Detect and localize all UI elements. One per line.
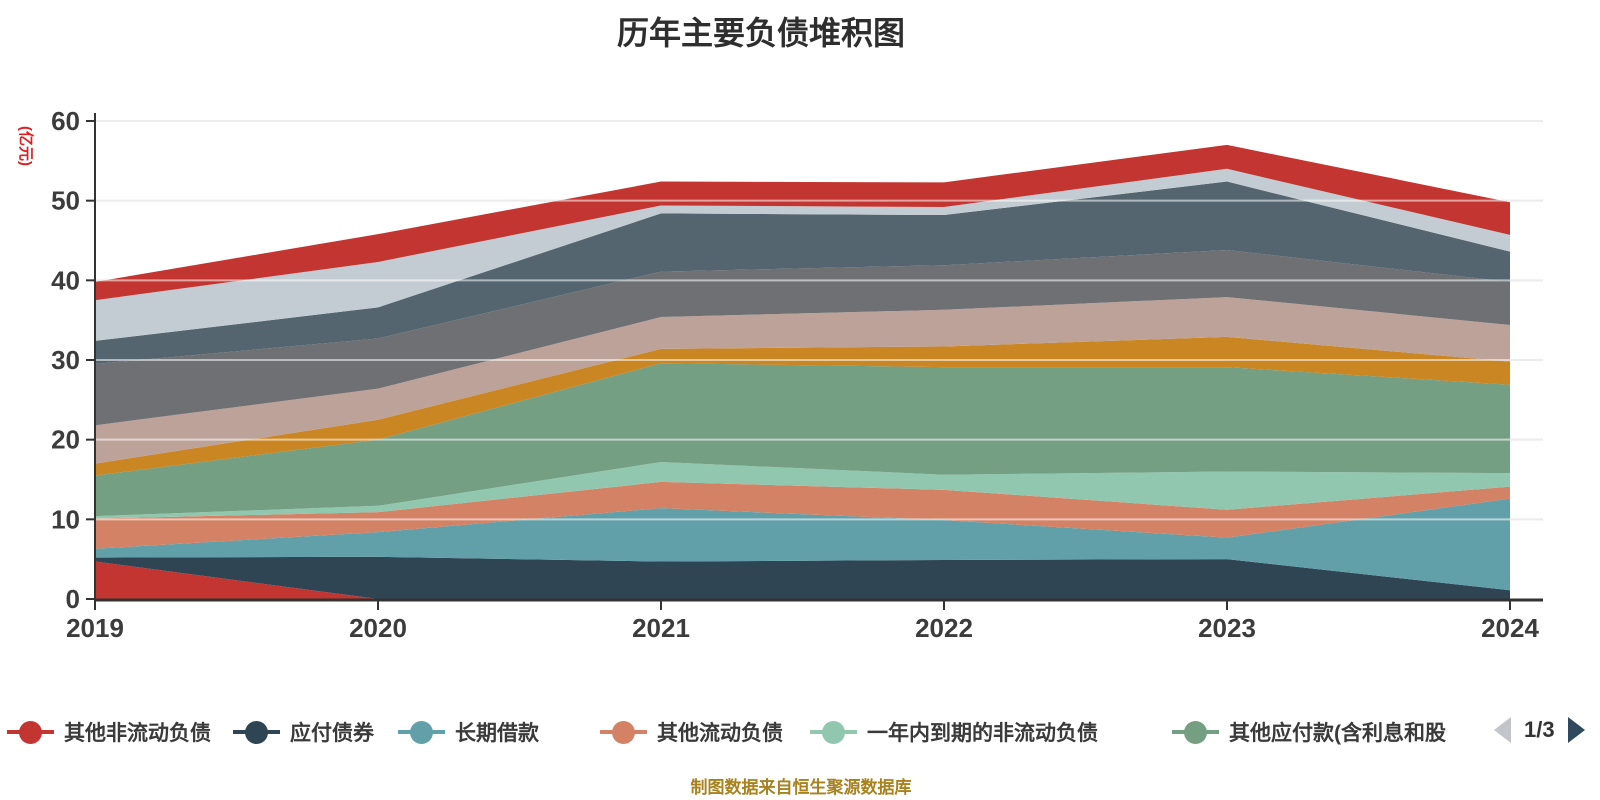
area-series-9[interactable] <box>95 181 1510 364</box>
legend-item-其他流动负债[interactable]: 其他流动负债 <box>600 717 783 747</box>
area-series-8[interactable] <box>95 250 1510 426</box>
x-tick-label-2021: 2021 <box>632 613 690 643</box>
legend-pager: 1/3 <box>1494 717 1585 743</box>
legend-prev-arrow[interactable] <box>1494 717 1511 743</box>
area-series-3-其他流动负债[interactable] <box>95 481 1510 549</box>
x-tick-label-2020: 2020 <box>349 613 407 643</box>
chart-title: 历年主要负债堆积图 <box>616 15 906 51</box>
legend-item-label: 其他流动负债 <box>657 722 783 745</box>
area-series-0-其他非流动负债[interactable] <box>95 561 1510 599</box>
legend-item-label: 一年内到期的非流动负债 <box>867 722 1098 745</box>
area-series-10[interactable] <box>95 168 1510 341</box>
y-tick-label-60: 60 <box>51 106 80 136</box>
legend-line-dot-icon <box>600 720 647 744</box>
area-series-7[interactable] <box>95 297 1510 464</box>
area-series-6[interactable] <box>95 336 1510 476</box>
x-tick-label-2022: 2022 <box>915 613 973 643</box>
legend-item-label: 应付债券 <box>290 722 374 745</box>
legend-item-一年内到期的非流动负债[interactable]: 一年内到期的非流动负债 <box>810 717 1098 747</box>
legend-line-dot-icon <box>1172 720 1219 744</box>
legend: 1/3 其他非流动负债 应付债券 长期借款 其他流动负债 一年内到期的非流动负债 其他应付… <box>0 717 1600 747</box>
legend-line-dot-icon <box>810 720 857 744</box>
legend-item-应付债券[interactable]: 应付债券 <box>233 717 374 747</box>
legend-item-label: 长期借款 <box>455 722 539 745</box>
x-tick-label-2023: 2023 <box>1198 613 1256 643</box>
area-series-1-应付债券[interactable] <box>95 556 1510 599</box>
y-tick-label-0: 0 <box>66 584 80 614</box>
legend-line-dot-icon <box>398 720 445 744</box>
y-tick-label-10: 10 <box>51 504 80 534</box>
legend-line-dot-icon <box>7 720 54 744</box>
legend-line-dot-icon <box>233 720 280 744</box>
footer-note: 制图数据来自恒生聚源数据库 <box>690 778 912 797</box>
x-tick-label-2019: 2019 <box>66 613 124 643</box>
legend-next-arrow[interactable] <box>1567 717 1585 743</box>
legend-item-长期借款[interactable]: 长期借款 <box>398 717 539 747</box>
area-series-4-一年内到期的非流动负债[interactable] <box>95 461 1510 519</box>
legend-item-其他应付款(含利息和股[interactable]: 其他应付款(含利息和股 <box>1172 717 1446 747</box>
y-tick-label-50: 50 <box>51 186 80 216</box>
legend-item-label: 其他应付款(含利息和股 <box>1229 722 1446 745</box>
y-tick-label-30: 30 <box>51 345 80 375</box>
y-tick-label-20: 20 <box>51 425 80 455</box>
x-tick-label-2024: 2024 <box>1481 613 1539 643</box>
legend-item-其他非流动负债[interactable]: 其他非流动负债 <box>7 717 211 747</box>
area-series-2-长期借款[interactable] <box>95 498 1510 591</box>
y-tick-label-40: 40 <box>51 265 80 295</box>
legend-item-label: 其他非流动负债 <box>64 722 211 745</box>
legend-pager-text: 1/3 <box>1524 717 1555 742</box>
